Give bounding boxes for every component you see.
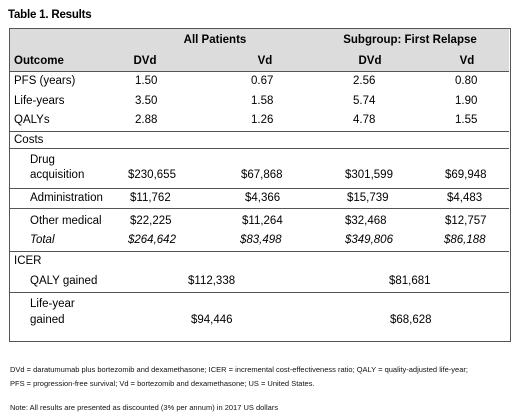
row-label: gained: [30, 314, 65, 326]
cell-value: $12,757: [445, 215, 487, 227]
row-divider: [10, 208, 509, 209]
cell-value: 3.50: [135, 95, 158, 107]
section-label-icer: ICER: [14, 255, 42, 267]
footnote-abbreviations: DVd = daratumumab plus bortezomib and de…: [10, 365, 468, 374]
row-label: Drug: [30, 154, 55, 166]
footnote-note: Note: All results are presented as disco…: [10, 403, 279, 412]
row-label: QALY gained: [30, 275, 98, 287]
row-label: Administration: [30, 192, 103, 204]
cell-value: $81,681: [389, 275, 431, 287]
row-divider: [10, 188, 509, 189]
table-header-background: [10, 29, 509, 71]
row-divider: [10, 148, 509, 149]
cell-value: $264,642: [128, 234, 176, 246]
row-divider: [10, 131, 509, 132]
table-border: [9, 28, 511, 342]
cell-value: 1.58: [251, 95, 274, 107]
row-label: acquisition: [30, 169, 85, 181]
cell-value: 5.74: [353, 95, 376, 107]
cell-value: 1.55: [455, 114, 478, 126]
cell-value: 1.90: [455, 95, 478, 107]
cell-value: $67,868: [241, 169, 283, 181]
cell-value: 0.67: [251, 75, 274, 87]
column-header-dvd: DVd: [133, 55, 157, 67]
cell-value: $15,739: [347, 192, 389, 204]
cell-value: $32,468: [345, 215, 387, 227]
cell-value: 0.80: [455, 75, 478, 87]
row-label: Life-years: [14, 95, 65, 107]
column-header-dvd-subgroup: DVd: [358, 55, 382, 67]
cell-value: 2.88: [135, 114, 158, 126]
cell-value: $4,366: [245, 192, 281, 204]
cell-value: 4.78: [353, 114, 376, 126]
cell-value: $86,188: [444, 234, 486, 246]
header-divider: [10, 71, 509, 72]
row-label: Other medical: [30, 215, 102, 227]
cell-value: $69,948: [445, 169, 487, 181]
cell-value: $94,446: [191, 314, 233, 326]
table-title: Table 1. Results: [8, 9, 92, 21]
cell-value: $22,225: [130, 215, 172, 227]
cell-value: $68,628: [390, 314, 432, 326]
cell-value: $349,806: [345, 234, 393, 246]
column-header-vd: Vd: [257, 55, 273, 67]
cell-value: $4,483: [447, 192, 483, 204]
column-header-vd-subgroup: Vd: [459, 55, 475, 67]
row-divider: [10, 251, 509, 252]
cell-value: $112,338: [188, 275, 236, 287]
row-label-total: Total: [30, 234, 55, 246]
cell-value: $301,599: [345, 169, 393, 181]
group-header-all-patients: All Patients: [183, 34, 247, 46]
row-label: Life-year: [30, 298, 75, 310]
column-header-outcome: Outcome: [14, 55, 64, 67]
cell-value: 2.56: [353, 75, 376, 87]
cell-value: 1.26: [251, 114, 274, 126]
footnote-abbreviations-continued: PFS = progression-free survival; Vd = bo…: [10, 379, 315, 388]
row-label: QALYs: [14, 114, 50, 126]
row-divider: [10, 292, 509, 293]
cell-value: $11,762: [130, 192, 171, 204]
section-label-costs: Costs: [14, 134, 44, 146]
cell-value: $11,264: [242, 215, 283, 227]
cell-value: $230,655: [128, 169, 176, 181]
cell-value: $83,498: [240, 234, 282, 246]
cell-value: 1.50: [135, 75, 158, 87]
row-label: PFS (years): [14, 75, 76, 87]
group-header-subgroup: Subgroup: First Relapse: [343, 34, 477, 46]
